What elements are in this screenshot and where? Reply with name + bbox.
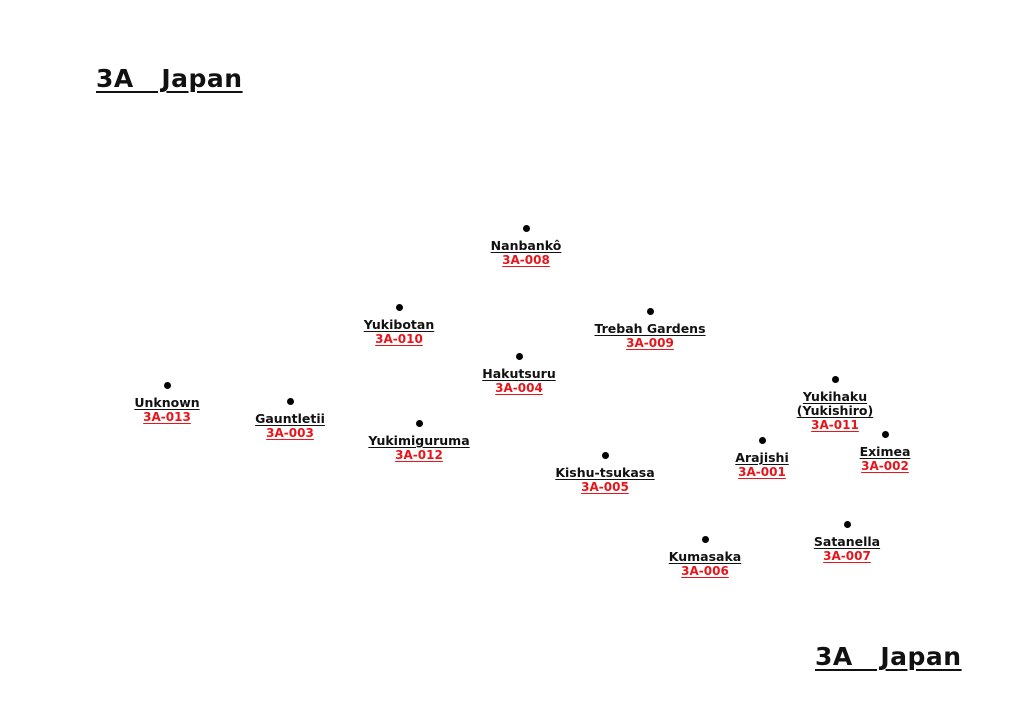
node-eximea: Eximea 3A-002 <box>805 431 965 473</box>
node-name: Yukimiguruma <box>368 433 470 448</box>
node-dot <box>522 225 530 232</box>
node-name: Kumasaka <box>668 549 742 564</box>
node-gauntletii: Gauntletii 3A-003 <box>210 398 370 440</box>
node-dot <box>515 353 523 360</box>
node-dot <box>831 376 839 383</box>
node-name: Kishu-tsukasa <box>555 465 655 480</box>
node-dot <box>395 304 403 311</box>
page-title: 3A Japan <box>96 64 243 93</box>
node-name: Yukihaku (Yukishiro) <box>796 389 874 418</box>
node-code: 3A-005 <box>581 480 629 494</box>
node-name: Yukibotan <box>363 317 435 332</box>
node-code: 3A-012 <box>395 448 443 462</box>
node-code: 3A-013 <box>143 410 191 424</box>
node-hakutsuru: Hakutsuru 3A-004 <box>439 353 599 395</box>
node-code: 3A-001 <box>738 465 786 479</box>
footer-title: 3A Japan <box>815 642 962 671</box>
node-name: Hakutsuru <box>482 366 556 381</box>
node-name: Nanbankô <box>490 238 562 253</box>
node-yukimiguruma: Yukimiguruma 3A-012 <box>339 420 499 462</box>
node-code: 3A-009 <box>626 336 674 350</box>
node-trebah-gardens: Trebah Gardens 3A-009 <box>570 308 730 350</box>
node-name: Arajishi <box>735 450 789 465</box>
node-name: Eximea <box>859 444 911 459</box>
node-code: 3A-008 <box>502 253 550 267</box>
node-name: Gauntletii <box>255 411 325 426</box>
node-name: Trebah Gardens <box>594 321 706 336</box>
node-dot <box>163 382 171 389</box>
node-dot <box>843 521 851 528</box>
node-yukihaku: Yukihaku (Yukishiro) 3A-011 <box>755 376 915 432</box>
node-code: 3A-010 <box>375 332 423 346</box>
node-code: 3A-004 <box>495 381 543 395</box>
node-dot <box>286 398 294 405</box>
node-code: 3A-002 <box>861 459 909 473</box>
node-dot <box>758 437 766 444</box>
node-code: 3A-011 <box>811 418 859 432</box>
node-dot <box>415 420 423 427</box>
node-kumasaka: Kumasaka 3A-006 <box>625 536 785 578</box>
node-yukibotan: Yukibotan 3A-010 <box>319 304 479 346</box>
node-arajishi: Arajishi 3A-001 <box>682 437 842 479</box>
node-satanella: Satanella 3A-007 <box>767 521 927 563</box>
node-name: Satanella <box>813 534 881 549</box>
node-code: 3A-006 <box>681 564 729 578</box>
node-code: 3A-007 <box>823 549 871 563</box>
node-kishu-tsukasa: Kishu-tsukasa 3A-005 <box>525 452 685 494</box>
node-dot <box>646 308 654 315</box>
node-dot <box>601 452 609 459</box>
node-unknown: Unknown 3A-013 <box>87 382 247 424</box>
node-dot <box>701 536 709 543</box>
node-dot <box>881 431 889 438</box>
node-code: 3A-003 <box>266 426 314 440</box>
node-nanbanko: Nanbankô 3A-008 <box>446 225 606 267</box>
node-name: Unknown <box>134 395 200 410</box>
